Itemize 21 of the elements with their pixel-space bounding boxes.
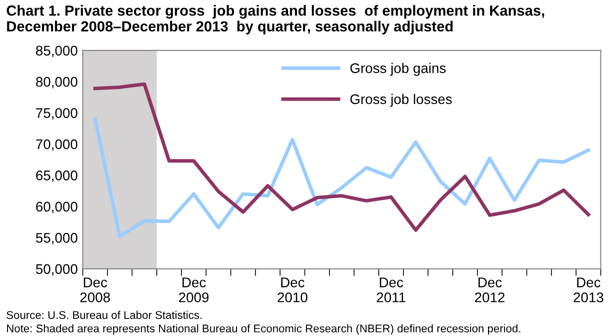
line-series bbox=[93, 117, 590, 238]
legend-label: Gross job losses bbox=[350, 94, 452, 107]
source-note: Source: U.S. Bureau of Labor Statistics. bbox=[6, 310, 202, 319]
legend-label: Gross job gains bbox=[350, 62, 446, 76]
y-tick-label: 60,000 bbox=[36, 202, 78, 214]
y-tick-label: 85,000 bbox=[36, 46, 78, 58]
y-tick-label: 75,000 bbox=[36, 108, 78, 120]
y-tick-label: 70,000 bbox=[36, 139, 78, 151]
text: Note: Shaded area represents National Bureau of Economic Research (NBER) defined recession period. bbox=[7, 324, 520, 335]
x-tick-label: Dec 2011 bbox=[376, 278, 406, 302]
y-tick-label: 80,000 bbox=[36, 76, 78, 88]
x-tick-label: Dec 2010 bbox=[278, 278, 308, 302]
x-tick-label: Dec 2008 bbox=[80, 278, 110, 302]
y-tick-label: 65,000 bbox=[36, 170, 78, 182]
x-tick-label: Dec 2012 bbox=[474, 278, 504, 302]
chart-title: Chart 1. Private sector gross job gains and losses of employment in Kansas, December 2008–December 2013 by quarter, seasonally adjusted bbox=[6, 5, 544, 34]
y-tick-label: 50,000 bbox=[36, 264, 78, 276]
x-tick-label: Dec 2013 bbox=[574, 278, 604, 302]
x-tick-label: Dec 2009 bbox=[179, 278, 209, 302]
y-tick-label: 55,000 bbox=[36, 232, 78, 244]
line-series bbox=[93, 82, 590, 232]
